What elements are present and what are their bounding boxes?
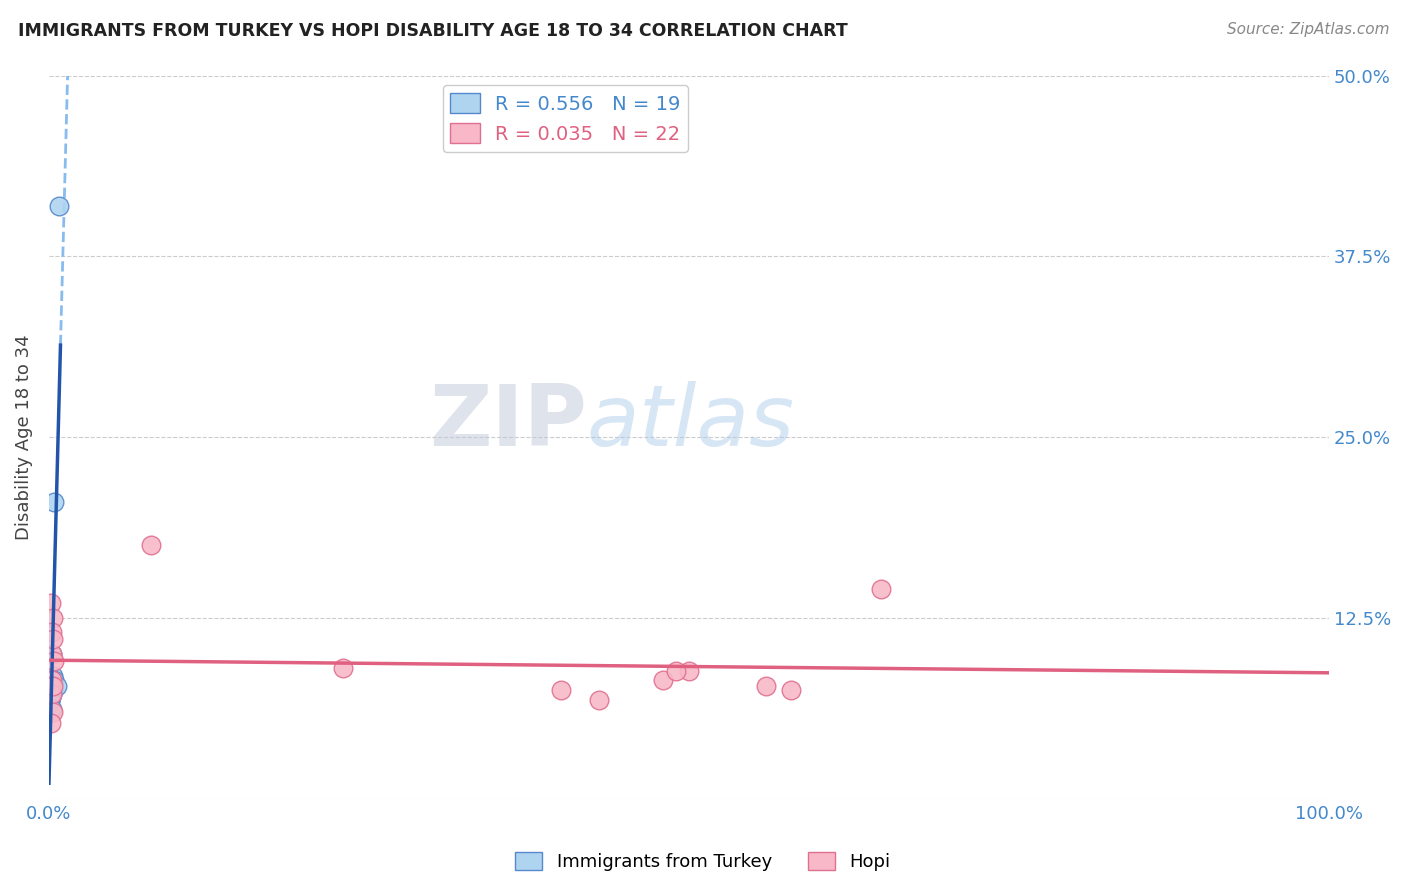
Legend: R = 0.556   N = 19, R = 0.035   N = 22: R = 0.556 N = 19, R = 0.035 N = 22 [443,86,689,152]
Point [780,683,803,698]
Point [42,705,65,719]
Legend: Immigrants from Turkey, Hopi: Immigrants from Turkey, Hopi [508,845,898,879]
Point [41,683,63,698]
Point [42,683,65,698]
Point [48,199,70,213]
Point [39,690,62,705]
Point [42,654,65,668]
Point [39,683,62,698]
Point [39,716,62,731]
Point [41,687,63,701]
Point [42,679,65,693]
Point [550,683,572,698]
Point [39,687,62,701]
Point [42,495,65,509]
Text: IMMIGRANTS FROM TURKEY VS HOPI DISABILITY AGE 18 TO 34 CORRELATION CHART: IMMIGRANTS FROM TURKEY VS HOPI DISABILIT… [18,22,848,40]
Point [652,673,675,687]
Point [41,647,63,661]
Point [42,668,65,682]
Text: Source: ZipAtlas.com: Source: ZipAtlas.com [1226,22,1389,37]
Point [332,661,354,675]
Point [41,673,63,687]
Point [39,687,62,701]
Point [39,679,62,693]
Point [41,683,63,698]
Point [41,687,63,701]
Point [45,679,67,693]
Point [42,683,65,698]
Text: ZIP: ZIP [429,381,586,464]
Point [41,702,63,716]
Point [39,693,62,707]
Point [678,665,700,679]
Y-axis label: Disability Age 18 to 34: Disability Age 18 to 34 [15,334,32,540]
Text: atlas: atlas [586,381,794,464]
Point [869,582,891,596]
Point [39,596,62,610]
Point [665,665,688,679]
Point [41,625,63,640]
Point [141,539,163,553]
Point [42,611,65,625]
Point [42,632,65,647]
Point [42,673,65,687]
Point [41,647,63,661]
Point [588,693,610,707]
Point [755,679,778,693]
Point [41,673,63,687]
Point [38,693,60,707]
